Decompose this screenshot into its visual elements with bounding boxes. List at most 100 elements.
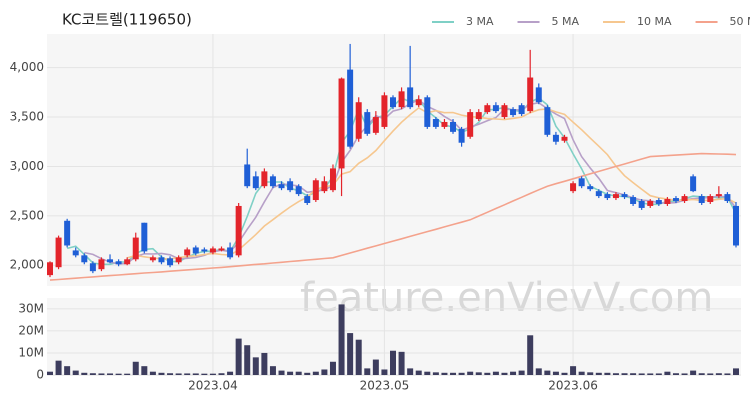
price-panel bbox=[47, 34, 741, 286]
volume-bar bbox=[175, 373, 182, 375]
legend-label: 50 MA bbox=[730, 15, 750, 28]
candle-body bbox=[89, 263, 96, 272]
candle-body bbox=[450, 121, 457, 132]
legend-label: 5 MA bbox=[552, 15, 580, 28]
volume-bar bbox=[492, 371, 499, 375]
candle-body bbox=[621, 194, 628, 198]
candle-body bbox=[681, 196, 688, 202]
volume-bar bbox=[570, 366, 577, 375]
volume-bar bbox=[518, 370, 525, 375]
volume-bar bbox=[329, 361, 336, 375]
candle-body bbox=[184, 249, 191, 256]
volume-bar bbox=[372, 359, 379, 375]
candle-body bbox=[158, 257, 165, 263]
candle-body bbox=[304, 196, 311, 203]
volume-bar bbox=[407, 368, 414, 375]
candle-body bbox=[407, 87, 414, 108]
y-tick-label: 3,000 bbox=[10, 159, 44, 173]
candle-body bbox=[312, 180, 319, 201]
candle-body bbox=[201, 249, 208, 252]
candle-body bbox=[587, 186, 594, 190]
volume-bar bbox=[364, 368, 371, 375]
volume-bar bbox=[587, 372, 594, 375]
candle-body bbox=[604, 194, 611, 199]
volume-bar bbox=[664, 371, 671, 375]
candle-body bbox=[492, 105, 499, 112]
volume-bar bbox=[98, 373, 105, 375]
candle-body bbox=[724, 194, 731, 202]
candle-body bbox=[467, 112, 474, 137]
y-tick-label: 20M bbox=[18, 323, 44, 337]
volume-bar bbox=[544, 370, 551, 375]
volume-bar bbox=[304, 372, 311, 375]
candle-body bbox=[124, 259, 131, 265]
volume-bar bbox=[89, 373, 96, 375]
volume-bar bbox=[441, 372, 448, 375]
volume-bar bbox=[450, 372, 457, 375]
watermark: feature.enVievV.com bbox=[300, 275, 713, 321]
y-tick-label: 4,000 bbox=[10, 60, 44, 74]
volume-bar bbox=[244, 345, 251, 375]
candle-body bbox=[329, 168, 336, 191]
candle-body bbox=[552, 134, 559, 142]
volume-bar bbox=[312, 371, 319, 375]
candle-body bbox=[338, 78, 345, 169]
volume-bar bbox=[184, 373, 191, 375]
volume-bar bbox=[209, 373, 216, 375]
candle-body bbox=[192, 247, 199, 254]
volume-bar bbox=[72, 370, 79, 375]
x-tick-label: 2023.05 bbox=[360, 379, 410, 393]
candle-body bbox=[167, 258, 174, 266]
candle-body bbox=[141, 222, 148, 252]
volume-bar bbox=[707, 373, 714, 375]
volume-bar bbox=[690, 370, 697, 375]
candle-body bbox=[287, 181, 294, 191]
candle-body bbox=[227, 247, 234, 258]
volume-bar bbox=[269, 366, 276, 375]
candle-body bbox=[484, 105, 491, 113]
candle-body bbox=[398, 91, 405, 108]
candle-body bbox=[544, 107, 551, 135]
volume-bar bbox=[630, 373, 637, 375]
volume-bar bbox=[47, 371, 53, 375]
volume-bar bbox=[604, 372, 611, 375]
volume-bar bbox=[647, 373, 654, 375]
candle-body bbox=[244, 164, 251, 187]
candle-body bbox=[458, 128, 465, 143]
volume-bar bbox=[561, 372, 568, 375]
candle-body bbox=[432, 119, 439, 127]
volume-bar bbox=[295, 371, 302, 375]
volume-bar bbox=[415, 370, 422, 375]
candle-body bbox=[364, 112, 371, 134]
volume-bar bbox=[355, 339, 362, 375]
candle-body bbox=[647, 201, 654, 206]
volume-bar bbox=[724, 373, 731, 375]
candle-body bbox=[278, 184, 285, 189]
candle-body bbox=[475, 112, 482, 120]
ma-line bbox=[49, 152, 737, 281]
volume-bar bbox=[535, 368, 542, 375]
volume-bar bbox=[432, 372, 439, 375]
volume-bar bbox=[218, 373, 225, 375]
candle-body bbox=[149, 257, 156, 261]
y-tick-label: 2,500 bbox=[10, 208, 44, 222]
candle-body bbox=[715, 194, 722, 197]
candle-body bbox=[518, 105, 525, 115]
candle-body bbox=[115, 261, 122, 265]
candle-body bbox=[707, 196, 714, 203]
volume-bar bbox=[192, 373, 199, 375]
volume-bar bbox=[338, 304, 345, 375]
legend-label: 3 MA bbox=[466, 15, 494, 28]
candle-body bbox=[510, 109, 517, 116]
candle-body bbox=[630, 197, 637, 204]
volume-bar bbox=[227, 371, 234, 375]
candle-body bbox=[690, 176, 697, 192]
volume-bar bbox=[681, 373, 688, 375]
volume-bar bbox=[655, 373, 662, 375]
candle-body bbox=[235, 205, 242, 256]
volume-bar bbox=[698, 373, 705, 375]
volume-bar bbox=[398, 351, 405, 375]
volume-bar bbox=[321, 369, 328, 375]
candle-body bbox=[664, 199, 671, 204]
